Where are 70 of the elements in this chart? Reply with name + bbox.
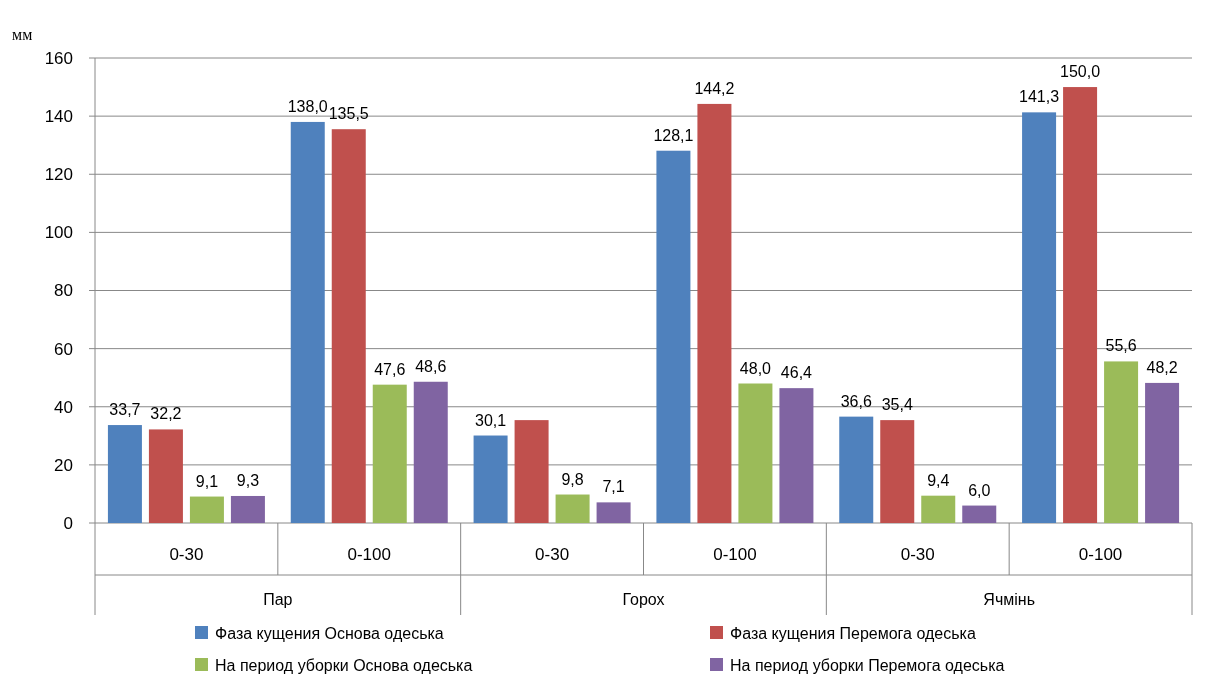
data-label: 32,2 [150, 405, 182, 423]
data-label: 30,1 [475, 411, 507, 429]
y-tick-label: 80 [54, 281, 73, 301]
bar [1063, 87, 1098, 523]
y-tick-label: 100 [44, 223, 73, 243]
bar [921, 495, 956, 523]
legend-label: Фаза кущения Перемога одеська [730, 624, 976, 642]
bar [1145, 382, 1180, 523]
bar [880, 420, 915, 523]
bar [697, 103, 732, 523]
data-label: 46,4 [780, 364, 813, 382]
bar [555, 494, 590, 523]
x-tick-label: 0-100 [347, 545, 391, 564]
data-label: 35,4 [881, 396, 913, 414]
legend-label: На период уборки Основа одеська [215, 656, 473, 674]
text: Горох [622, 591, 665, 608]
x-tick-label: 0-30 [900, 545, 935, 564]
data-label: 47,6 [374, 360, 406, 378]
bar [962, 505, 997, 523]
data-label: 138,0 [287, 97, 328, 115]
bar [514, 420, 549, 523]
bar [1022, 112, 1057, 523]
text: Ячмінь [983, 591, 1035, 608]
data-label: 144,2 [694, 79, 735, 97]
data-label: 9,8 [561, 470, 584, 488]
bar [656, 150, 691, 523]
y-tick-label: 140 [44, 107, 73, 127]
legend-label: Фаза кущения Основа одеська [215, 624, 444, 642]
y-tick-label: 20 [54, 455, 73, 475]
y-axis-title: мм [12, 26, 33, 43]
y-tick-label: 120 [44, 165, 73, 185]
y-tick-label: 60 [54, 339, 73, 359]
x-tick-label: 0-100 [713, 545, 757, 564]
bar [290, 121, 325, 523]
bar [473, 435, 508, 523]
bar [839, 416, 874, 523]
bar [779, 388, 814, 523]
data-label: 55,6 [1105, 337, 1137, 355]
bar [331, 129, 366, 523]
legend-label: На период уборки Перемога одеська [730, 656, 1005, 674]
data-label: 150,0 [1060, 63, 1101, 81]
bar [372, 384, 407, 523]
bar [107, 425, 142, 523]
bar [189, 496, 224, 523]
bar [413, 381, 448, 523]
bar [148, 429, 183, 523]
bar [738, 383, 773, 523]
data-label: 141,3 [1019, 88, 1060, 106]
x-tick-label: 0-100 [1078, 545, 1123, 564]
data-label: 7,1 [602, 478, 625, 496]
x-tick-label: 0-30 [535, 545, 570, 564]
data-label: 9,3 [236, 471, 260, 489]
x-tick-label: 0-30 [169, 545, 204, 564]
data-label: 6,0 [968, 481, 991, 499]
bar [1104, 361, 1139, 523]
data-label: 128,1 [653, 126, 694, 144]
text: Пар [263, 591, 293, 608]
data-label: 48,6 [415, 357, 447, 375]
data-label: 33,7 [109, 401, 141, 419]
data-label: 9,4 [927, 471, 950, 489]
bar [230, 495, 265, 523]
data-label: 135,5 [328, 105, 369, 123]
data-label: 9,1 [195, 472, 219, 490]
data-label: 36,6 [840, 392, 872, 410]
data-label: 48,2 [1146, 358, 1178, 376]
y-tick-label: 40 [54, 397, 73, 417]
bar [596, 502, 631, 523]
y-tick-label: 160 [44, 48, 73, 68]
data-label: 48,0 [739, 359, 772, 377]
y-tick-label: 0 [63, 513, 73, 533]
